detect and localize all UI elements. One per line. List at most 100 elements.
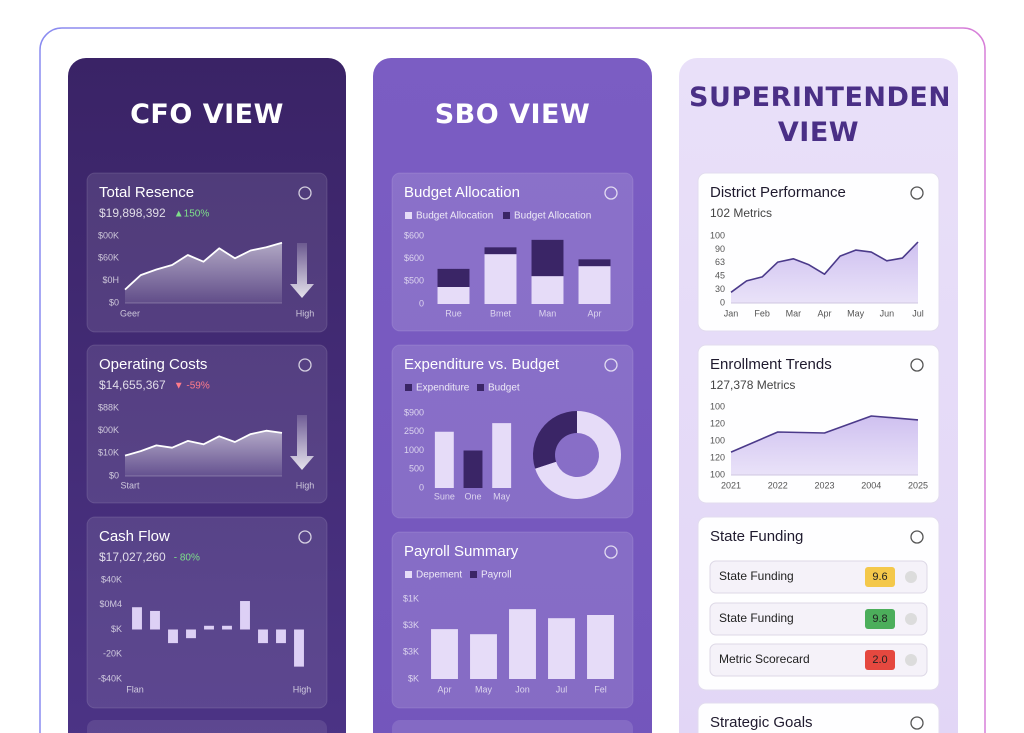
card-change: ▲150% bbox=[174, 209, 210, 220]
column-title: SBO VIEW bbox=[434, 99, 591, 130]
card-title: Strategic Goals bbox=[710, 714, 813, 731]
legend-label: Budget bbox=[488, 383, 520, 394]
x-tick-label: 2025 bbox=[908, 480, 928, 490]
card-value: 102 Metrics bbox=[710, 206, 772, 220]
bar bbox=[434, 431, 454, 488]
y-tick-label: 0 bbox=[720, 297, 725, 307]
y-tick-label: 63 bbox=[715, 257, 725, 267]
row-label: State Funding bbox=[719, 611, 794, 625]
bar-segment bbox=[437, 268, 470, 287]
bar-segment bbox=[578, 266, 611, 304]
y-tick-label: 30 bbox=[715, 284, 725, 294]
legend-swatch bbox=[503, 212, 510, 219]
card-icon bbox=[910, 186, 924, 200]
bar-segment bbox=[531, 239, 564, 277]
y-tick-label: 100 bbox=[710, 401, 725, 411]
y-tick-label: $K bbox=[111, 624, 122, 634]
bar bbox=[168, 629, 178, 644]
legend-label: Budget Allocation bbox=[514, 211, 591, 222]
bar-segment bbox=[437, 287, 470, 304]
x-tick-label: 2023 bbox=[814, 480, 834, 490]
card-value: 127,378 Metrics bbox=[710, 378, 795, 392]
card-title: State Funding bbox=[710, 528, 803, 545]
y-tick-label: $0H bbox=[102, 275, 119, 285]
card-title: Cash Flow bbox=[99, 528, 170, 545]
line bbox=[124, 429, 283, 457]
y-tick-label: $900 bbox=[404, 407, 424, 417]
bar bbox=[240, 601, 250, 630]
x-tick-label: 2022 bbox=[768, 480, 788, 490]
y-tick-label: $1K bbox=[403, 593, 419, 603]
card-title: District Performance bbox=[710, 184, 846, 201]
card-icon bbox=[298, 530, 312, 544]
x-tick-label: Jul bbox=[912, 308, 924, 318]
y-tick-label: $3K bbox=[403, 620, 419, 630]
bar bbox=[276, 629, 286, 644]
row-toggle bbox=[905, 571, 917, 583]
x-tick-label: One bbox=[464, 491, 481, 501]
bar bbox=[294, 629, 304, 667]
x-tick-label: Apr bbox=[817, 308, 831, 318]
y-tick-label: $0 bbox=[109, 470, 119, 480]
legend-label: Expenditure bbox=[416, 383, 470, 394]
x-tick-label: Flan bbox=[126, 684, 144, 694]
y-tick-label: 100 bbox=[710, 469, 725, 479]
bar bbox=[431, 629, 458, 679]
x-tick-label: Fel bbox=[594, 684, 607, 694]
cfo-column bbox=[68, 58, 346, 733]
legend-label: Depement bbox=[416, 570, 462, 581]
y-tick-label: $K bbox=[408, 673, 419, 683]
card-title: Budget Allocation bbox=[404, 184, 520, 201]
bar bbox=[548, 618, 575, 679]
row-label: Metric Scorecard bbox=[719, 652, 810, 666]
y-tick-label: $88K bbox=[98, 402, 119, 412]
x-tick-label: Geer bbox=[120, 308, 140, 318]
y-tick-label: -20K bbox=[103, 649, 122, 659]
legend-label: Payroll bbox=[481, 570, 512, 581]
x-tick-label: Jul bbox=[556, 684, 568, 694]
row-toggle bbox=[905, 654, 917, 666]
y-tick-label: $10K bbox=[98, 448, 119, 458]
column-title-box: CFO VIEW bbox=[130, 99, 284, 130]
x-tick-label: Apr bbox=[437, 684, 451, 694]
bar bbox=[132, 607, 142, 630]
bar-segment bbox=[531, 276, 564, 304]
x-tick-label: Sune bbox=[434, 491, 455, 501]
trend-arrow bbox=[290, 243, 314, 298]
area bbox=[731, 242, 918, 303]
y-tick-label: $60K bbox=[98, 253, 119, 263]
x-tick-label: Mar bbox=[786, 308, 802, 318]
y-tick-label: $500 bbox=[404, 276, 424, 286]
line bbox=[730, 241, 919, 293]
card-title: Enrollment Trends bbox=[710, 356, 832, 373]
card-icon bbox=[910, 358, 924, 372]
card-icon bbox=[298, 358, 312, 372]
card-icon bbox=[604, 545, 618, 559]
bar bbox=[509, 609, 536, 679]
x-tick-label: Rue bbox=[445, 308, 462, 318]
donut-slice bbox=[535, 411, 621, 499]
y-tick-label: 0 bbox=[419, 298, 424, 308]
score: 9.8 bbox=[872, 613, 887, 625]
y-tick-label: 120 bbox=[710, 452, 725, 462]
x-tick-label: Bmet bbox=[490, 308, 512, 318]
x-tick-label: Jon bbox=[515, 684, 530, 694]
x-tick-label: Apr bbox=[587, 308, 601, 318]
x-tick-label: 2021 bbox=[721, 480, 741, 490]
card-title: Payroll Summary bbox=[404, 543, 519, 560]
score-badge bbox=[865, 567, 895, 587]
legend-swatch bbox=[405, 571, 412, 578]
card-icon bbox=[604, 358, 618, 372]
line bbox=[730, 415, 919, 453]
y-tick-label: 1000 bbox=[404, 445, 424, 455]
bar bbox=[492, 423, 512, 488]
column-title: CFO VIEW bbox=[130, 99, 284, 130]
score: 2.0 bbox=[872, 654, 887, 666]
card-title: Total Resence bbox=[99, 184, 194, 201]
row-label: State Funding bbox=[719, 569, 794, 583]
y-tick-label: -$40K bbox=[98, 673, 122, 683]
x-tick-label: Jun bbox=[880, 308, 895, 318]
legend-swatch bbox=[470, 571, 477, 578]
y-tick-label: 2500 bbox=[404, 426, 424, 436]
card bbox=[392, 720, 633, 733]
